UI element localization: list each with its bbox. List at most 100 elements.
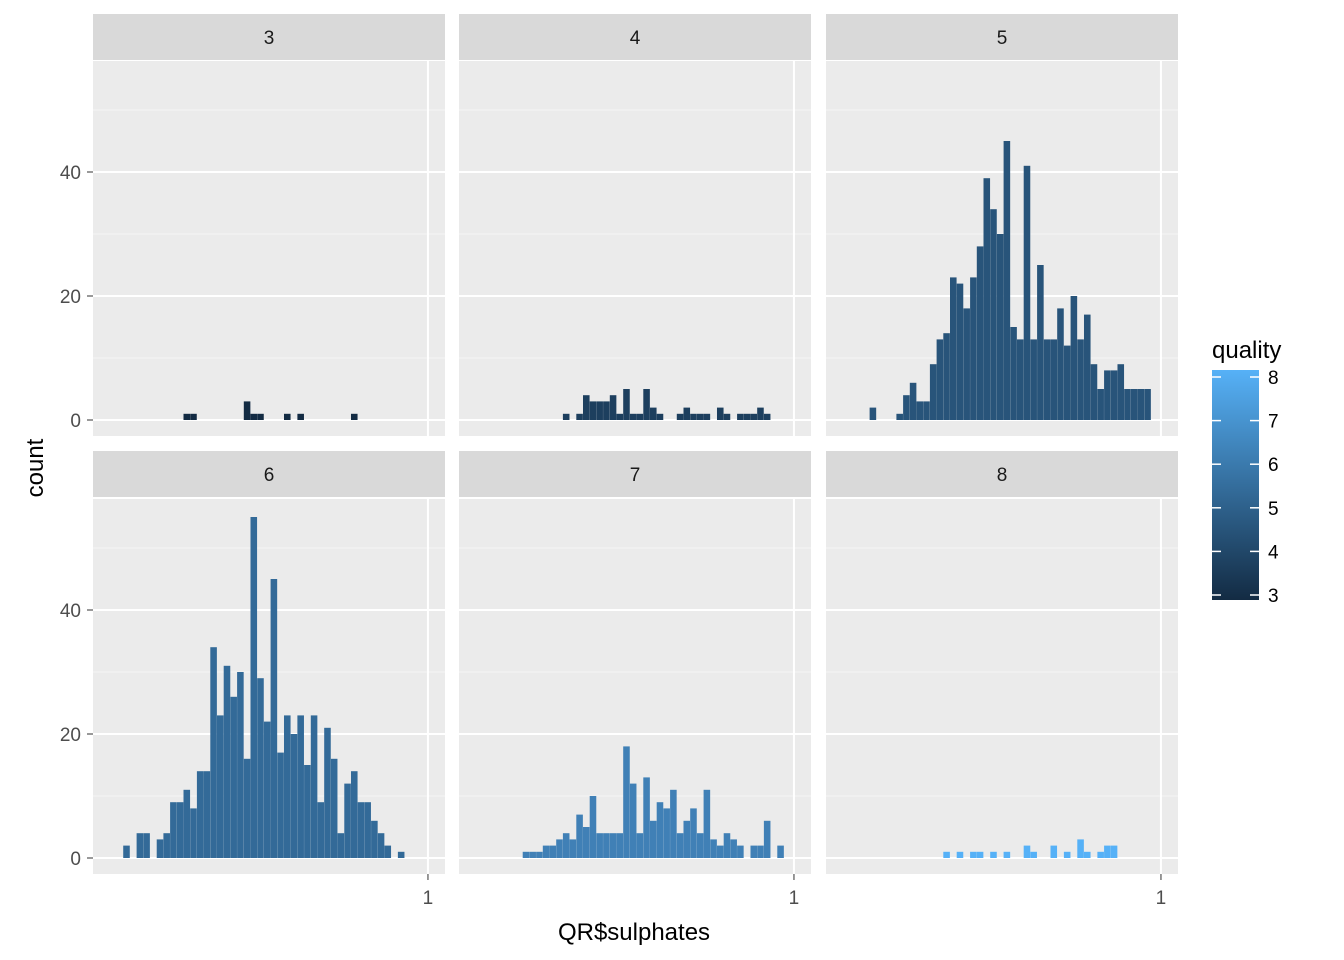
y-tick-label: 40 (60, 601, 81, 622)
histogram-bar (1050, 339, 1058, 420)
y-tick-label: 40 (60, 163, 81, 184)
histogram-bar (1003, 141, 1011, 420)
histogram-bar (737, 413, 744, 420)
histogram-bar (1023, 845, 1031, 858)
histogram-bar (1083, 314, 1091, 420)
facet-strip (826, 14, 1178, 60)
histogram-bar (1110, 370, 1118, 420)
y-tick-label: 20 (60, 725, 81, 746)
histogram-bar (970, 277, 977, 420)
histogram-bar (716, 407, 724, 420)
histogram-bar (737, 845, 744, 858)
facet-panel-6: 6 0 20 40 1 (60, 451, 445, 909)
histogram-bar (703, 789, 711, 858)
y-tick-label: 0 (70, 411, 81, 432)
histogram-bar (270, 579, 278, 858)
histogram-bar (277, 752, 284, 858)
histogram-bar (123, 845, 130, 858)
histogram-bar (663, 808, 670, 858)
histogram-bar (690, 808, 697, 858)
histogram-bar (183, 789, 191, 858)
histogram-bar (1070, 296, 1078, 420)
histogram-bar (562, 413, 570, 420)
histogram-bar (643, 389, 650, 420)
histogram-bar (357, 802, 365, 858)
x-tick-label: 1 (423, 888, 434, 909)
legend-label: 5 (1268, 499, 1279, 520)
histogram-bar (549, 845, 557, 858)
y-tick-label: 0 (70, 849, 81, 870)
histogram-bar (310, 715, 318, 858)
histogram-bar (337, 833, 345, 858)
histogram-bar (257, 678, 264, 858)
histogram-bar (170, 802, 177, 858)
histogram-bar (330, 758, 338, 858)
facet-strip-label: 3 (264, 28, 275, 49)
facet-strip-label: 4 (630, 28, 641, 49)
histogram-bar (929, 364, 937, 420)
histogram-bar (676, 833, 684, 858)
x-tick-label: 1 (789, 888, 800, 909)
histogram-bar (943, 851, 950, 858)
histogram-bar (1043, 339, 1051, 420)
histogram-bar (956, 283, 964, 420)
histogram-bar (916, 401, 924, 420)
histogram-bar (1057, 308, 1064, 420)
legend-label: 3 (1268, 586, 1279, 607)
histogram-bar (716, 845, 724, 858)
histogram-bar (203, 771, 211, 858)
histogram-bar (976, 851, 984, 858)
histogram-bar (283, 413, 291, 420)
histogram-bar (1104, 845, 1111, 858)
legend-colorbar (1212, 370, 1259, 600)
histogram-bar (163, 833, 170, 858)
histogram-bar (576, 413, 583, 420)
histogram-bar (1144, 389, 1151, 420)
histogram-bar (710, 839, 717, 858)
histogram-bar (896, 413, 903, 420)
histogram-bar (609, 395, 617, 420)
histogram-bar (350, 771, 358, 858)
panel-background (826, 499, 1178, 874)
histogram-bar (217, 715, 224, 858)
histogram-bar (317, 802, 325, 858)
histogram-bar (629, 783, 637, 858)
histogram-bar (344, 783, 351, 858)
histogram-bar (183, 413, 191, 420)
histogram-bar (616, 413, 624, 420)
histogram-bar (1077, 339, 1084, 420)
histogram-bar (636, 413, 644, 420)
histogram-bar (1097, 389, 1104, 420)
histogram-bar (649, 407, 657, 420)
histogram-bar (970, 851, 977, 858)
histogram-bar (649, 820, 657, 858)
histogram-bar (636, 833, 644, 858)
facet-strip-label: 5 (997, 28, 1008, 49)
histogram-bar (283, 715, 291, 858)
histogram-bar (243, 401, 251, 420)
histogram-bar (297, 413, 304, 420)
histogram-bar (237, 672, 244, 858)
histogram-bar (1050, 845, 1058, 858)
histogram-bar (596, 401, 603, 420)
histogram-bar (522, 851, 530, 858)
y-tick-label: 20 (60, 287, 81, 308)
histogram-bar (176, 802, 184, 858)
histogram-bar (1030, 851, 1037, 858)
histogram-bar (210, 647, 217, 858)
histogram-bar (976, 246, 984, 420)
histogram-bar (304, 765, 311, 858)
histogram-bar (1117, 364, 1125, 420)
histogram-bar (1023, 165, 1031, 420)
histogram-bar (683, 820, 691, 858)
histogram-bar (562, 833, 570, 858)
histogram-bar (909, 382, 917, 420)
histogram-bar (730, 839, 737, 858)
facet-strip (826, 451, 1178, 497)
legend-title: quality (1212, 337, 1281, 364)
histogram-bar (690, 413, 697, 420)
histogram-bar (1077, 839, 1084, 858)
y-axis-title: count (22, 438, 49, 497)
facet-panel-8: 81 (826, 451, 1178, 909)
x-axis-title: QR$sulphates (558, 919, 710, 946)
